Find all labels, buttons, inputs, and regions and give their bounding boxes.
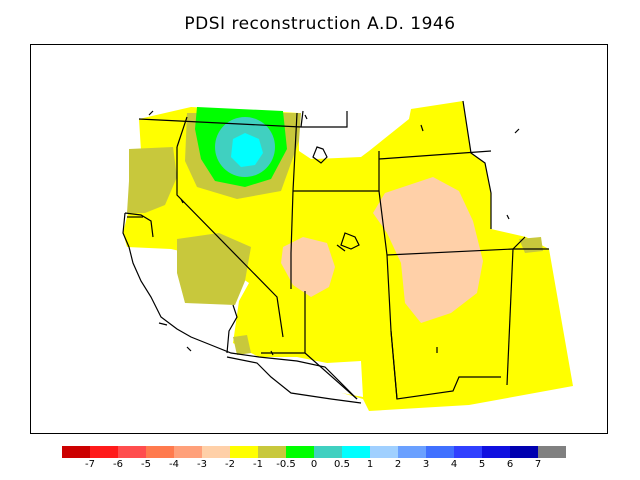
legend-swatch [538, 446, 566, 458]
state-borders [138, 100, 549, 400]
lakes-islands [148, 110, 520, 356]
pdsi-map [122, 81, 573, 411]
legend-label: -6 [113, 459, 123, 470]
legend-swatch [314, 446, 342, 458]
pdsi-region-olive-west [127, 147, 177, 213]
legend-swatch [90, 446, 118, 458]
legend-label: 5 [478, 459, 486, 470]
pdsi-region-olive-south [233, 335, 251, 355]
legend-swatch [398, 446, 426, 458]
legend-label: -3 [197, 459, 207, 470]
legend-label: 6 [506, 459, 514, 470]
pdsi-region-cyan [231, 133, 263, 167]
legend-swatch [202, 446, 230, 458]
legend-label: 0.5 [334, 459, 350, 470]
legend-swatch [286, 446, 314, 458]
legend-label: -4 [169, 459, 179, 470]
legend-swatch [62, 446, 90, 458]
legend-label: 2 [394, 459, 402, 470]
legend-label: 3 [422, 459, 430, 470]
legend-swatch [342, 446, 370, 458]
legend-swatch [370, 446, 398, 458]
pdsi-nodata-northeast [463, 81, 523, 161]
pdsi-region-peach-central [281, 237, 335, 297]
legend-swatch [454, 446, 482, 458]
legend-label: -7 [85, 459, 95, 470]
map-frame [30, 44, 608, 434]
legend-swatch [510, 446, 538, 458]
legend-swatch [118, 446, 146, 458]
legend-colorbar [62, 446, 566, 458]
map-title: PDSI reconstruction A.D. 1946 [184, 14, 456, 34]
coastline [122, 212, 362, 404]
pdsi-nodata-southwest [251, 357, 363, 397]
legend-label: -1 [253, 459, 263, 470]
legend-label: 4 [450, 459, 458, 470]
legend-swatch [482, 446, 510, 458]
legend-label: 7 [534, 459, 542, 470]
pdsi-nodata-north [301, 111, 369, 159]
legend-swatch [230, 446, 258, 458]
legend-swatch [258, 446, 286, 458]
legend-labels: -7 -6 -5 -4 -3 -2 -1 -0.5 0 0.5 1 2 3 4 5 6 7 [62, 459, 582, 473]
pdsi-region-olive-central [177, 233, 251, 305]
legend-label: -2 [225, 459, 235, 470]
legend-swatch [146, 446, 174, 458]
pdsi-region-peach-east [373, 177, 483, 323]
legend-swatch [174, 446, 202, 458]
legend-label: -0.5 [276, 459, 296, 470]
legend-label: 1 [366, 459, 374, 470]
legend-label: -5 [141, 459, 151, 470]
legend-label: 0 [310, 459, 318, 470]
legend-swatch [426, 446, 454, 458]
